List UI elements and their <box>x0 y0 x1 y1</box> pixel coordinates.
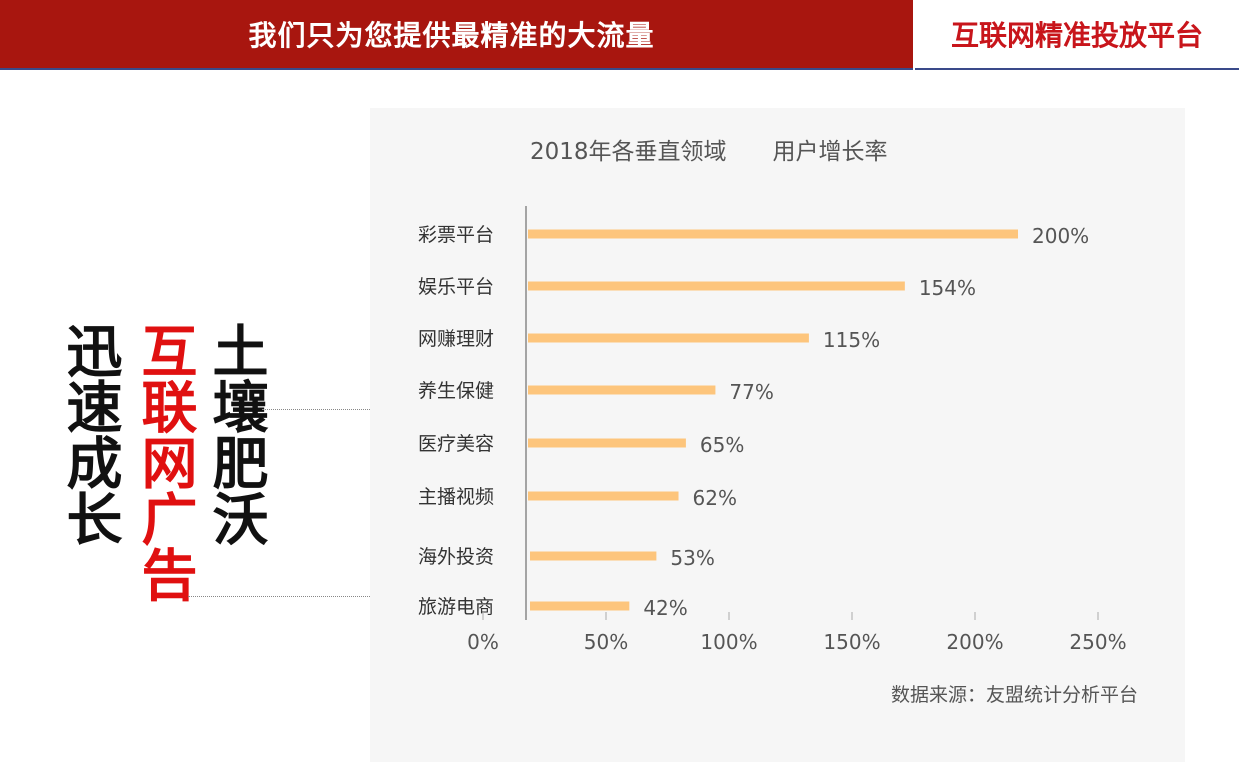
x-tick-label: 0% <box>467 630 499 654</box>
x-tick-label: 150% <box>823 630 880 654</box>
leader-line-top <box>262 409 370 410</box>
x-tick-label: 50% <box>584 630 628 654</box>
bar-1 <box>528 229 1018 239</box>
growth-bar-chart: 2018年各垂直领域 用户增长率 彩票平台 200% 娱乐平台 154% 网赚理财 115… <box>418 139 1138 706</box>
value-label: 42% <box>643 596 687 620</box>
bar-7 <box>530 551 657 561</box>
value-label: 200% <box>1032 224 1089 248</box>
value-label: 65% <box>700 433 744 457</box>
x-tick-label: 100% <box>700 630 757 654</box>
value-label: 77% <box>729 380 773 404</box>
bar-2 <box>528 281 905 291</box>
data-source: 数据来源：友盟统计分析平台 <box>891 684 1138 706</box>
x-tick-label: 200% <box>946 630 1003 654</box>
category-label: 彩票平台 <box>418 224 494 246</box>
value-label: 53% <box>670 546 714 570</box>
category-label: 网赚理财 <box>418 328 494 350</box>
bar-5 <box>528 438 686 448</box>
header-bar: 我们只为您提供最精准的大流量 <box>0 0 913 70</box>
slogan-fertile-soil: 土壤肥沃 <box>203 322 268 546</box>
category-label: 娱乐平台 <box>418 276 494 298</box>
category-label: 海外投资 <box>418 546 494 568</box>
value-label: 154% <box>919 276 976 300</box>
header-tag: 互联网精准投放平台 <box>950 19 1203 52</box>
chart-title: 2018年各垂直领域 用户增长率 <box>530 139 888 165</box>
category-label: 主播视频 <box>418 486 494 508</box>
value-label: 62% <box>693 486 737 510</box>
header-tag-box: 互联网精准投放平台 <box>915 0 1239 70</box>
leader-line-bottom <box>188 596 370 597</box>
category-label: 旅游电商 <box>418 596 494 618</box>
slogan-internet-ads: 互联网广告 <box>132 322 197 602</box>
header-title: 我们只为您提供最精准的大流量 <box>248 19 655 52</box>
bar-4 <box>528 385 716 395</box>
x-tick-label: 250% <box>1069 630 1126 654</box>
slogan-fast-growth: 迅速成长 <box>57 322 122 546</box>
bar-8 <box>530 601 630 611</box>
value-label: 115% <box>823 328 880 352</box>
chart-panel: 2018年各垂直领域 用户增长率 彩票平台 200% 娱乐平台 154% 网赚理财 115… <box>370 108 1185 762</box>
bar-6 <box>528 491 679 501</box>
category-label: 医疗美容 <box>418 433 494 455</box>
category-label: 养生保健 <box>418 380 494 402</box>
bar-3 <box>528 333 809 343</box>
